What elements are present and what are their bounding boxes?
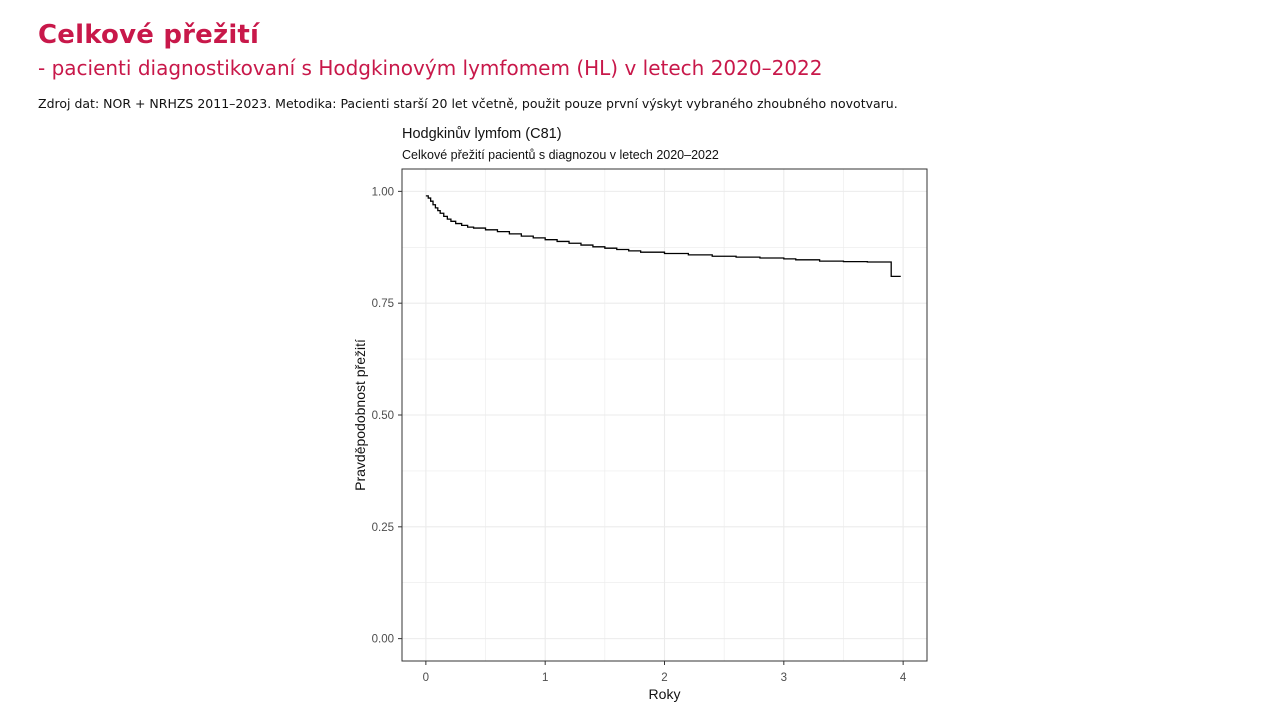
y-tick-label: 0.50	[372, 410, 394, 422]
chart-subtitle: Celkové přežití pacientů s diagnozou v l…	[402, 148, 719, 162]
x-tick-label: 3	[781, 672, 787, 684]
plot-panel-border	[401, 168, 928, 662]
y-tick-label: 0.25	[372, 522, 394, 534]
y-tick-label: 0.75	[372, 298, 394, 310]
y-tick-label: 0.00	[372, 634, 394, 646]
slide-title: Celkové přežití	[38, 20, 260, 50]
survival-curve	[425, 195, 901, 277]
source-note: Zdroj dat: NOR + NRHZS 2011–2023. Metodi…	[38, 96, 898, 111]
x-tick-label: 4	[900, 672, 907, 684]
y-axis-label: Pravděpodobnost přežití	[352, 339, 368, 491]
x-tick-label: 1	[542, 672, 548, 684]
x-axis-label: Roky	[649, 686, 681, 702]
y-tick-label: 1.00	[372, 186, 394, 198]
x-tick-label: 2	[661, 672, 667, 684]
x-tick-label: 0	[423, 672, 429, 684]
chart-title: Hodgkinův lymfom (C81)	[402, 126, 562, 142]
slide-subtitle: - pacienti diagnostikovaní s Hodgkinovým…	[38, 56, 823, 80]
